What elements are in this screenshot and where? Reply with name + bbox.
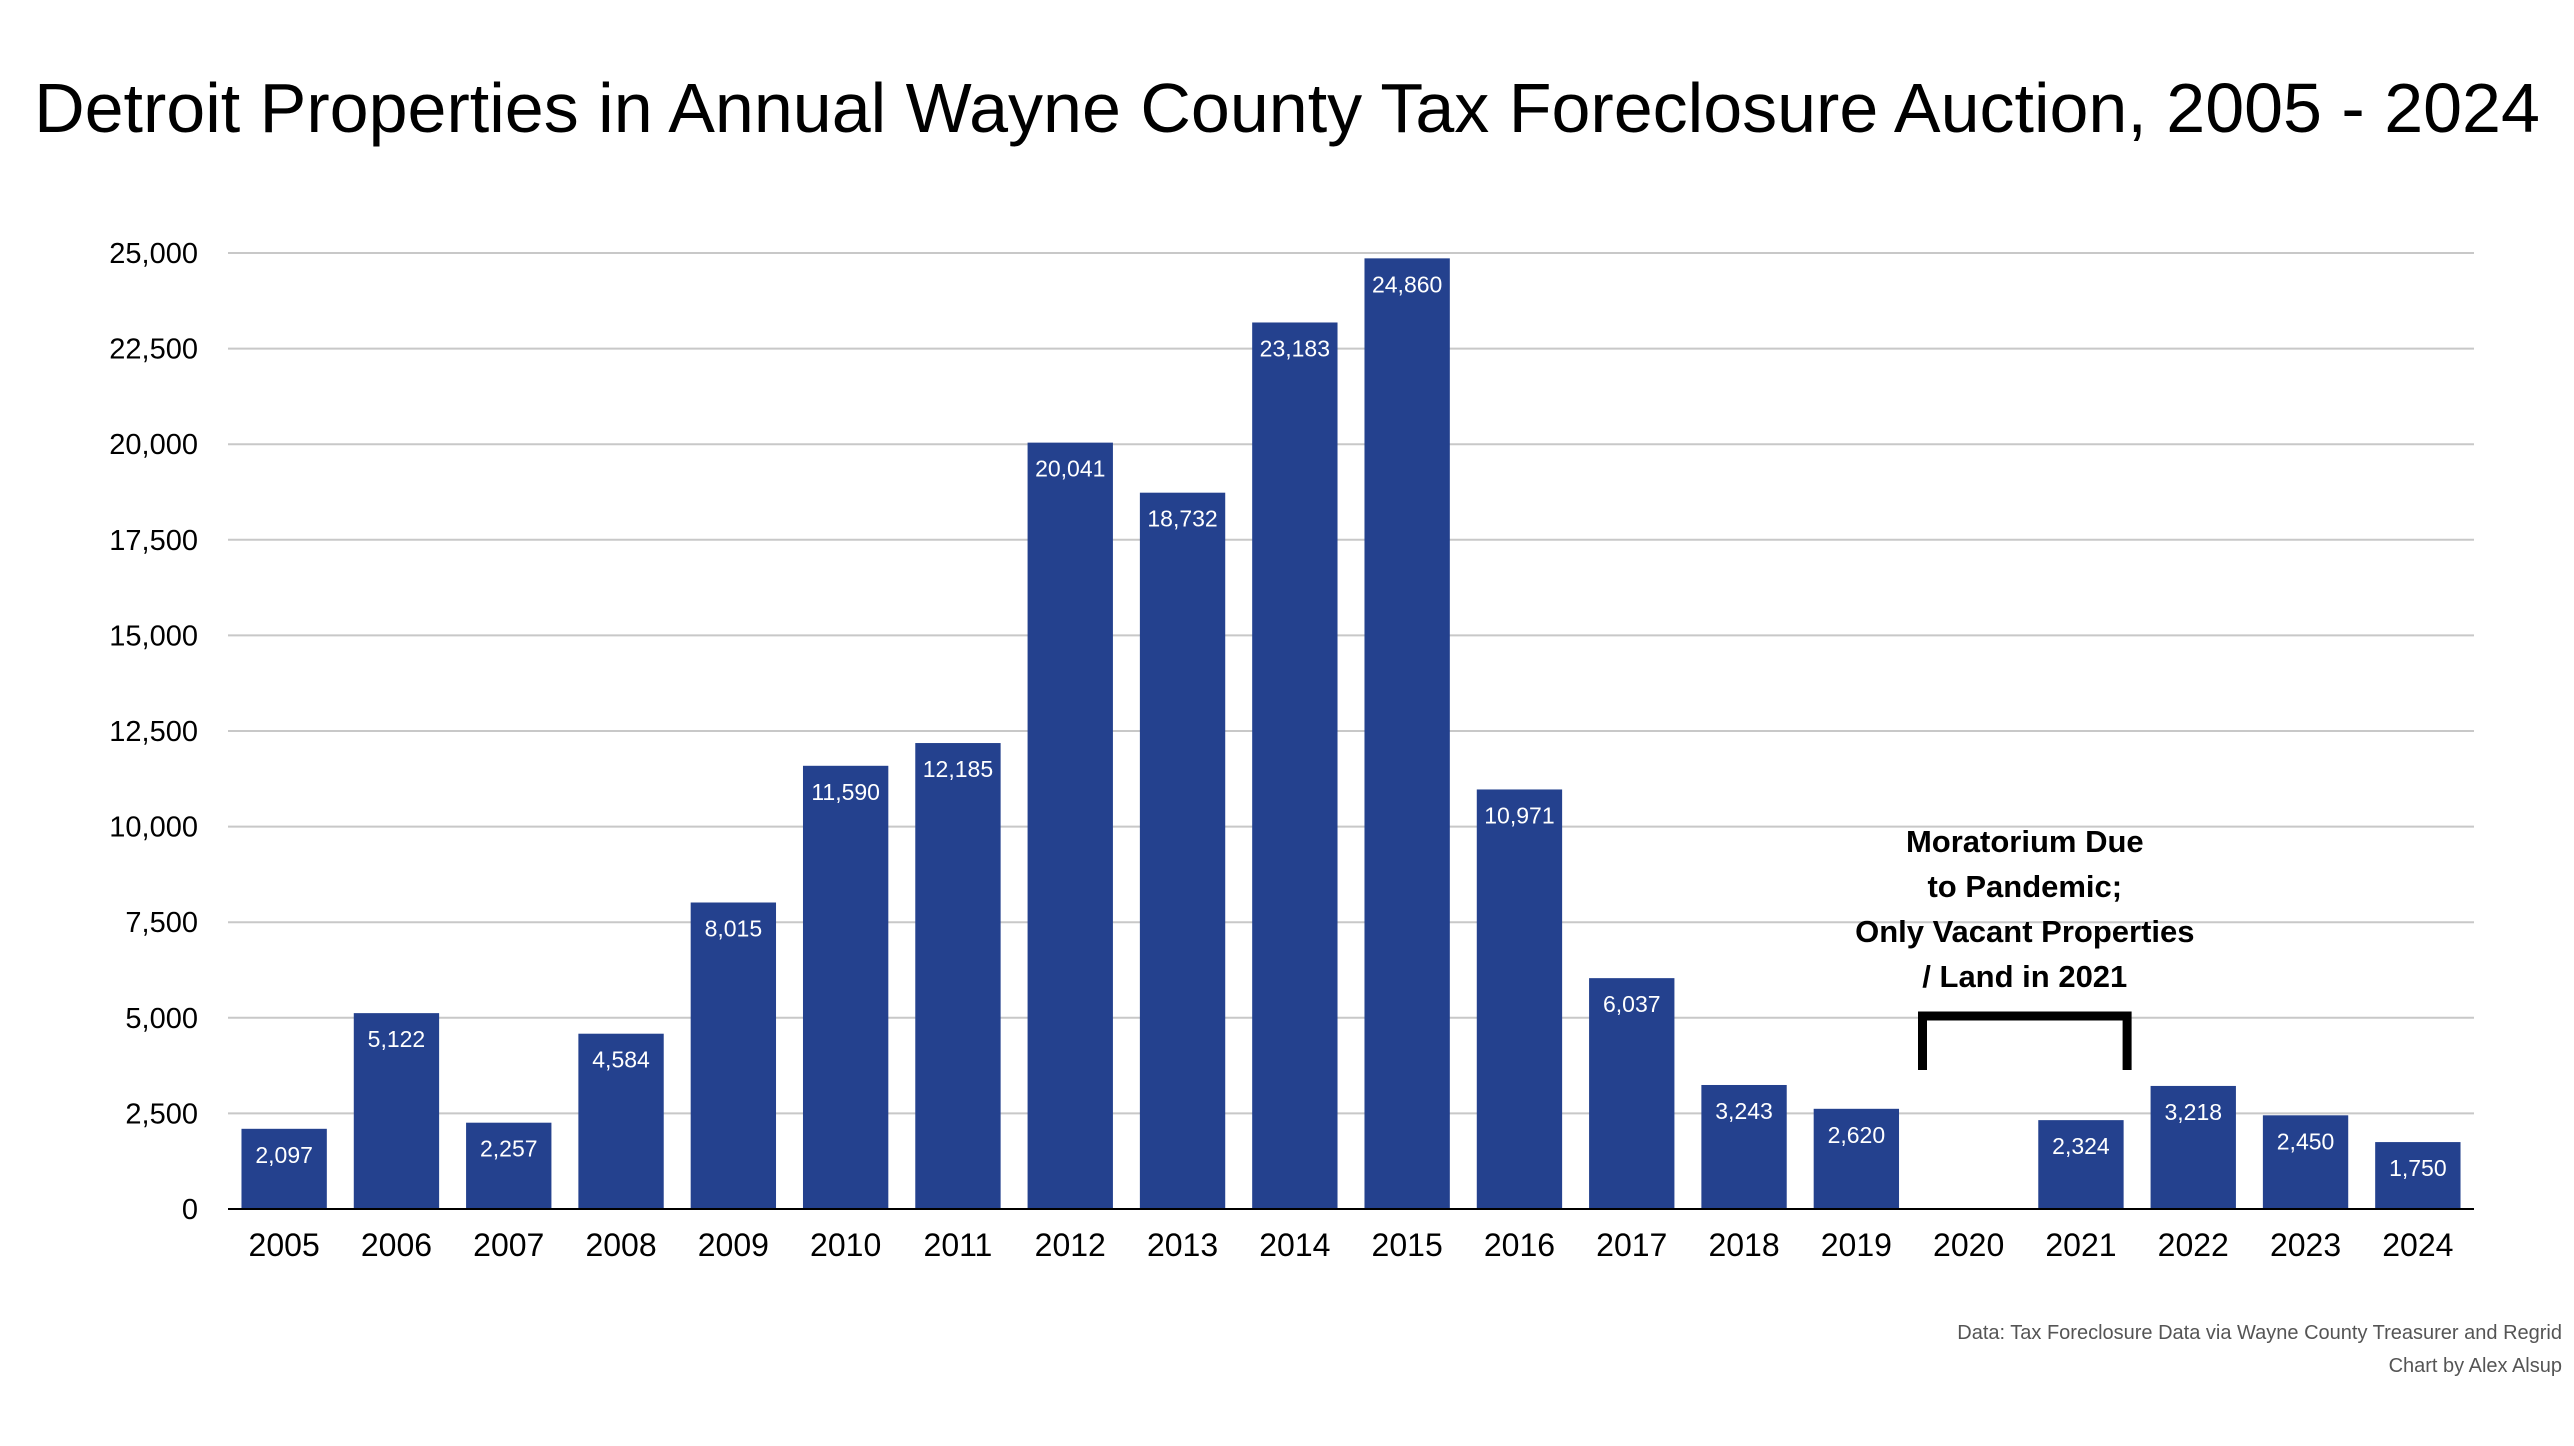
x-tick-label-2014: 2014 [1259,1227,1330,1263]
bar-value-label-2015: 24,860 [1372,271,1442,297]
bar-value-label-2012: 20,041 [1035,456,1105,482]
bar-value-label-2007: 2,257 [480,1136,538,1162]
x-tick-label-2017: 2017 [1596,1227,1667,1263]
x-tick-label-2010: 2010 [810,1227,881,1263]
x-tick-label-2024: 2024 [2382,1227,2453,1263]
bar-value-label-2006: 5,122 [368,1026,426,1052]
bar-value-labels: 2,097 5,122 2,257 4,584 8,015 11,590 12,185 20,… [255,271,2446,1181]
annotation-line: to Pandemic; [1927,869,2122,904]
x-tick-label-2018: 2018 [1708,1227,1779,1263]
bar-2011 [915,743,1001,1209]
x-tick-label-2021: 2021 [2045,1227,2116,1263]
bar-2019 [1813,1108,1900,1209]
annotation-line: Only Vacant Properties [1855,914,2194,949]
bar-2010 [802,765,889,1209]
bar-value-label-2017: 6,037 [1603,991,1661,1017]
bar-2014 [1252,322,1338,1210]
bar-2009 [690,902,777,1209]
x-tick-label-2020: 2020 [1933,1227,2004,1263]
bar-value-label-2013: 18,732 [1147,506,1217,532]
bar-2024 [2375,1142,2461,1209]
bar-2015 [1364,258,1450,1209]
chart-title: Detroit Properties in Annual Wayne Count… [34,69,2540,147]
annotation-line: / Land in 2021 [1922,959,2127,994]
y-tick-label: 0 [182,1194,198,1226]
bar-2005 [241,1128,327,1209]
bar-2023 [2262,1115,2349,1209]
bar-2022 [2150,1085,2236,1209]
x-tick-label-2006: 2006 [361,1227,432,1263]
x-tick-label-2007: 2007 [473,1227,544,1263]
bar-2006 [353,1013,440,1209]
x-tick-label-2013: 2013 [1147,1227,1218,1263]
bar-value-label-2014: 23,183 [1260,335,1330,361]
bar-value-label-2016: 10,971 [1484,802,1554,828]
bar-value-label-2023: 2,450 [2277,1128,2335,1154]
data-source-credit: Data: Tax Foreclosure Data via Wayne Cou… [1957,1322,2562,1344]
bar-2012 [1027,442,1113,1209]
author-credit: Chart by Alex Alsup [2388,1355,2562,1377]
y-tick-label: 22,500 [109,334,198,366]
bar-value-label-2005: 2,097 [255,1142,313,1168]
y-tick-label: 7,500 [125,907,198,939]
y-tick-label: 25,000 [109,238,198,270]
bar-value-label-2009: 8,015 [705,916,763,942]
bar-2008 [578,1033,664,1209]
y-tick-label: 2,500 [125,1098,198,1130]
bar-2007 [466,1122,552,1209]
x-tick-label-2011: 2011 [924,1227,993,1263]
bar-2021 [2038,1120,2124,1209]
bar-value-label-2008: 4,584 [592,1047,650,1073]
x-tick-label-2022: 2022 [2158,1227,2229,1263]
x-tick-label-2008: 2008 [585,1227,656,1263]
y-tick-label: 12,500 [109,716,198,748]
x-tick-label-2019: 2019 [1821,1227,1892,1263]
bar-value-label-2019: 2,620 [1828,1122,1886,1148]
x-tick-label-2009: 2009 [698,1227,769,1263]
bar-value-label-2022: 3,218 [2164,1099,2222,1125]
bar-value-label-2021: 2,324 [2052,1133,2110,1159]
annotation-line: Moratorium Due [1906,824,2144,859]
y-tick-label: 5,000 [125,1003,198,1035]
y-tick-label: 15,000 [109,620,198,652]
y-tick-label: 17,500 [109,525,198,557]
bar-2016 [1476,789,1563,1209]
x-tick-label-2023: 2023 [2270,1227,2341,1263]
bar-value-label-2018: 3,243 [1715,1098,1773,1124]
y-tick-label: 20,000 [109,429,198,461]
bar-value-label-2024: 1,750 [2389,1155,2447,1181]
y-axis-tick-labels: 0 2,500 5,000 7,500 10,000 12,500 15,000 17,500… [109,238,198,1226]
bar-2018 [1701,1084,1787,1209]
bar-2013 [1139,492,1226,1209]
x-tick-label-2016: 2016 [1484,1227,1555,1263]
gridlines [228,252,2474,1115]
moratorium-bracket [1918,1011,2132,1070]
bar-2017 [1589,978,1675,1209]
x-tick-label-2005: 2005 [249,1227,320,1263]
moratorium-annotation: Moratorium Due to Pandemic; Only Vacant Pr… [1855,824,2195,1070]
y-tick-label: 10,000 [109,812,198,844]
x-axis-tick-labels: 2005 2006 2007 2008 2009 2010 2011 2012 2013 2014… [249,1227,2454,1263]
x-tick-label-2012: 2012 [1035,1227,1106,1263]
x-tick-label-2015: 2015 [1372,1227,1443,1263]
bars [241,258,2461,1210]
bar-value-label-2011: 12,185 [923,756,993,782]
bar-value-label-2010: 11,590 [811,779,880,805]
